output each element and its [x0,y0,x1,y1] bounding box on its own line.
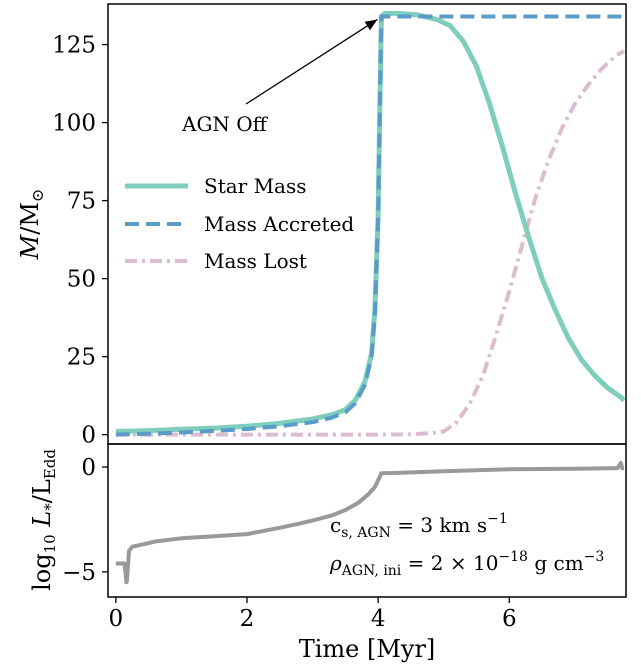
x-tick-label: 4 [371,606,386,632]
bottom-panel-frame [107,443,627,598]
series-line-mass-accreted [115,14,624,437]
legend: Star Mass Mass Accreted Mass Lost [125,174,354,273]
legend-label-mass-lost: Mass Lost [204,249,307,273]
top-y-tick-label: 50 [67,267,96,293]
bottom-y-tick-label: 0 [81,455,96,481]
top-y-axis: 0 25 50 75 100 125 [52,33,108,449]
bottom-y-axis-label: log10 L*/LEdd [28,449,59,591]
top-y-tick-label: 25 [67,345,96,371]
legend-label-star-mass: Star Mass [204,174,307,198]
annotation-label: AGN Off [181,112,269,136]
x-tick-label: 6 [502,606,517,632]
top-y-tick-label: 75 [67,189,96,215]
param-sound-speed: cs, AGN = 3 km s−1 [330,511,508,541]
x-tick-label: 0 [109,606,124,632]
top-y-tick-label: 100 [52,111,96,137]
series-line-luminosity [115,460,625,585]
top-series-group [115,10,626,437]
top-y-tick-label: 125 [52,33,96,59]
bottom-axes: 0 −5 0 2 4 6 [62,455,517,632]
series-line-mass-lost [115,49,626,437]
top-y-tick-label: 0 [81,423,96,449]
annotation: AGN Off [181,18,378,136]
annotation-arrow [245,18,378,105]
series-line-star-mass [115,10,626,434]
bottom-y-tick-label: −5 [62,560,96,586]
annotation-arrowhead [364,19,378,31]
bottom-series-group [115,460,625,585]
x-tick-label: 2 [240,606,255,632]
top-y-axis-label: M/M⊙ [16,189,47,261]
param-density: ρAGN, ini = 2 × 10−18 g cm−3 [329,549,604,579]
legend-label-mass-accreted: Mass Accreted [204,212,354,236]
x-axis-label: Time [Myr] [299,635,436,663]
